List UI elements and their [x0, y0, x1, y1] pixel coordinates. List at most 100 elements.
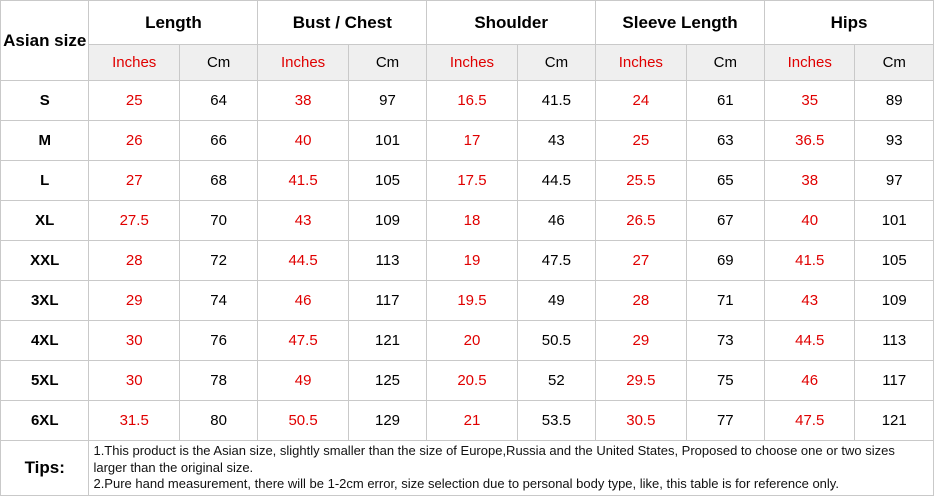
value-cell: 77: [685, 400, 766, 441]
value-cell: 20.5: [426, 360, 518, 401]
value-cell: 16.5: [426, 80, 518, 121]
value-cell: 43: [516, 120, 597, 161]
value-cell: 66: [178, 120, 259, 161]
table-row: L 27 68 41.5 105 17.5 44.5 25.5 65 38 97: [0, 160, 934, 201]
value-cell: 30.5: [595, 400, 687, 441]
value-cell: 43: [763, 280, 856, 321]
table-row: M 26 66 40 101 17 43 25 63 36.5 93: [0, 120, 934, 161]
value-cell: 47.5: [763, 400, 856, 441]
value-cell: 17.5: [426, 160, 518, 201]
value-cell: 44.5: [516, 160, 597, 201]
unit-header-length-cm: Cm: [178, 44, 259, 81]
value-cell: 70: [178, 200, 259, 241]
value-cell: 49: [257, 360, 349, 401]
value-cell: 28: [88, 240, 180, 281]
group-header-shoulder: Shoulder: [426, 0, 597, 45]
value-cell: 31.5: [88, 400, 180, 441]
value-cell: 44.5: [257, 240, 349, 281]
unit-header-bust-inches: Inches: [257, 44, 349, 81]
unit-header-sleeve-cm: Cm: [685, 44, 766, 81]
value-cell: 93: [854, 120, 934, 161]
value-cell: 69: [685, 240, 766, 281]
value-cell: 19.5: [426, 280, 518, 321]
value-cell: 50.5: [516, 320, 597, 361]
size-cell: S: [0, 80, 90, 121]
value-cell: 30: [88, 320, 180, 361]
value-cell: 27.5: [88, 200, 180, 241]
unit-header-shoulder-cm: Cm: [516, 44, 597, 81]
value-cell: 40: [257, 120, 349, 161]
value-cell: 47.5: [516, 240, 597, 281]
size-cell: XXL: [0, 240, 90, 281]
table-row: XXL 28 72 44.5 113 19 47.5 27 69 41.5 105: [0, 240, 934, 281]
value-cell: 117: [347, 280, 428, 321]
value-cell: 78: [178, 360, 259, 401]
value-cell: 64: [178, 80, 259, 121]
value-cell: 27: [88, 160, 180, 201]
group-header-length: Length: [88, 0, 259, 45]
value-cell: 97: [854, 160, 934, 201]
unit-header-bust-cm: Cm: [347, 44, 428, 81]
value-cell: 47.5: [257, 320, 349, 361]
tip-line-2: 2.Pure hand measurement, there will be 1…: [93, 476, 839, 492]
value-cell: 17: [426, 120, 518, 161]
value-cell: 109: [854, 280, 934, 321]
value-cell: 41.5: [516, 80, 597, 121]
unit-header-sleeve-inches: Inches: [595, 44, 687, 81]
corner-header-asian-size: Asian size: [0, 0, 90, 81]
value-cell: 46: [763, 360, 856, 401]
value-cell: 38: [257, 80, 349, 121]
size-cell: M: [0, 120, 90, 161]
value-cell: 67: [685, 200, 766, 241]
table-row: 3XL 29 74 46 117 19.5 49 28 71 43 109: [0, 280, 934, 321]
value-cell: 20: [426, 320, 518, 361]
size-cell: 3XL: [0, 280, 90, 321]
size-cell: 4XL: [0, 320, 90, 361]
value-cell: 30: [88, 360, 180, 401]
value-cell: 125: [347, 360, 428, 401]
table-row: XL 27.5 70 43 109 18 46 26.5 67 40 101: [0, 200, 934, 241]
value-cell: 117: [854, 360, 934, 401]
value-cell: 121: [854, 400, 934, 441]
value-cell: 105: [347, 160, 428, 201]
tips-text: 1.This product is the Asian size, slight…: [88, 440, 934, 496]
value-cell: 73: [685, 320, 766, 361]
value-cell: 113: [347, 240, 428, 281]
tips-label: Tips:: [0, 440, 90, 496]
size-cell: XL: [0, 200, 90, 241]
value-cell: 44.5: [763, 320, 856, 361]
value-cell: 63: [685, 120, 766, 161]
tips-row: Tips: 1.This product is the Asian size, …: [0, 440, 934, 496]
value-cell: 29: [88, 280, 180, 321]
value-cell: 113: [854, 320, 934, 361]
value-cell: 121: [347, 320, 428, 361]
value-cell: 68: [178, 160, 259, 201]
value-cell: 38: [763, 160, 856, 201]
unit-header-row: Inches Cm Inches Cm Inches Cm Inches Cm …: [1, 44, 934, 81]
table-body: S 25 64 38 97 16.5 41.5 24 61 35 89 M 26 66 40 101 17 43 2…: [0, 80, 934, 441]
value-cell: 75: [685, 360, 766, 401]
value-cell: 46: [516, 200, 597, 241]
value-cell: 72: [178, 240, 259, 281]
value-cell: 26: [88, 120, 180, 161]
value-cell: 36.5: [763, 120, 856, 161]
value-cell: 25: [88, 80, 180, 121]
value-cell: 27: [595, 240, 687, 281]
value-cell: 53.5: [516, 400, 597, 441]
value-cell: 129: [347, 400, 428, 441]
value-cell: 52: [516, 360, 597, 401]
table-row: 5XL 30 78 49 125 20.5 52 29.5 75 46 117: [0, 360, 934, 401]
value-cell: 18: [426, 200, 518, 241]
value-cell: 71: [685, 280, 766, 321]
size-cell: 5XL: [0, 360, 90, 401]
group-header-hips: Hips: [764, 0, 934, 45]
value-cell: 40: [763, 200, 856, 241]
value-cell: 41.5: [763, 240, 856, 281]
value-cell: 80: [178, 400, 259, 441]
unit-header-hips-inches: Inches: [763, 44, 856, 81]
value-cell: 65: [685, 160, 766, 201]
value-cell: 41.5: [257, 160, 349, 201]
unit-header-hips-cm: Cm: [854, 44, 934, 81]
value-cell: 105: [854, 240, 934, 281]
